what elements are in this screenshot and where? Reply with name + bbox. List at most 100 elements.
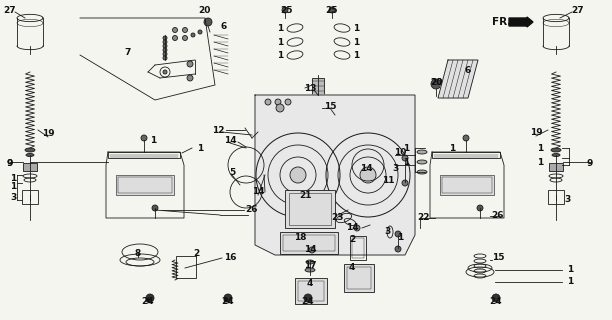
Circle shape	[187, 75, 193, 81]
Bar	[344, 264, 374, 292]
Text: 26: 26	[246, 205, 258, 214]
Text: 1: 1	[567, 277, 573, 286]
Circle shape	[182, 36, 187, 41]
Circle shape	[163, 40, 167, 44]
Text: 1: 1	[10, 181, 16, 190]
Bar	[312, 78, 324, 96]
Text: 24: 24	[222, 298, 234, 307]
Text: 16: 16	[224, 253, 236, 262]
Circle shape	[224, 294, 232, 302]
Ellipse shape	[354, 225, 360, 231]
Circle shape	[198, 30, 202, 34]
Ellipse shape	[417, 150, 427, 154]
Text: 25: 25	[326, 5, 338, 14]
Circle shape	[290, 167, 306, 183]
Text: 21: 21	[300, 191, 312, 201]
Text: 4: 4	[349, 263, 355, 273]
Circle shape	[146, 294, 154, 302]
FancyArrow shape	[509, 17, 533, 27]
Text: 14: 14	[304, 245, 316, 254]
Text: 1: 1	[403, 143, 409, 153]
Ellipse shape	[552, 154, 560, 156]
Circle shape	[224, 298, 228, 302]
Text: 27: 27	[4, 5, 17, 14]
Circle shape	[463, 135, 469, 141]
Text: 1: 1	[537, 157, 543, 166]
Circle shape	[329, 7, 335, 13]
Text: 1: 1	[537, 143, 543, 153]
Text: 20: 20	[198, 5, 210, 14]
Text: 6: 6	[221, 21, 227, 30]
Text: 1: 1	[449, 143, 455, 153]
Circle shape	[163, 52, 167, 56]
Circle shape	[276, 104, 284, 112]
Text: 13: 13	[304, 84, 316, 92]
Text: 3: 3	[10, 193, 16, 202]
Text: 1: 1	[353, 37, 359, 46]
Bar	[176, 256, 196, 278]
Circle shape	[187, 61, 193, 67]
Circle shape	[402, 155, 408, 161]
Bar	[116, 175, 174, 195]
Circle shape	[163, 36, 167, 40]
Text: 26: 26	[492, 212, 504, 220]
Text: 24: 24	[302, 298, 315, 307]
Text: 9: 9	[587, 158, 593, 167]
Text: 1: 1	[277, 51, 283, 60]
Bar	[548, 190, 564, 204]
Text: 22: 22	[418, 213, 430, 222]
Text: 14: 14	[252, 188, 264, 196]
Circle shape	[146, 298, 150, 302]
Ellipse shape	[417, 170, 427, 174]
Text: 18: 18	[294, 234, 306, 243]
Text: 1: 1	[10, 173, 16, 182]
Bar	[23, 163, 37, 171]
Circle shape	[182, 28, 187, 33]
Text: 1: 1	[277, 23, 283, 33]
Text: 3: 3	[385, 228, 391, 236]
Text: 1: 1	[197, 143, 203, 153]
Text: 19: 19	[530, 127, 542, 137]
Text: 3: 3	[393, 164, 399, 172]
Bar	[440, 175, 494, 195]
Bar	[298, 281, 324, 301]
Ellipse shape	[26, 154, 34, 156]
Text: 2: 2	[193, 250, 199, 259]
Text: 20: 20	[430, 77, 442, 86]
Text: 17: 17	[304, 261, 316, 270]
Bar	[347, 267, 371, 289]
Text: 23: 23	[332, 213, 344, 222]
Text: 10: 10	[394, 148, 406, 156]
Bar	[118, 177, 172, 193]
Bar	[280, 232, 338, 254]
Text: 4: 4	[307, 279, 313, 289]
Circle shape	[141, 135, 147, 141]
Circle shape	[163, 56, 167, 60]
Text: 7: 7	[125, 47, 131, 57]
Text: 5: 5	[229, 167, 235, 177]
Text: 1: 1	[277, 37, 283, 46]
Circle shape	[163, 44, 167, 48]
Ellipse shape	[309, 247, 315, 253]
Bar	[549, 163, 563, 171]
Text: 27: 27	[572, 5, 584, 14]
Circle shape	[173, 28, 177, 33]
Polygon shape	[255, 95, 415, 255]
Text: 25: 25	[281, 5, 293, 14]
Circle shape	[285, 99, 291, 105]
Text: 20: 20	[430, 77, 442, 86]
Text: 15: 15	[492, 253, 504, 262]
Circle shape	[163, 70, 167, 74]
Bar	[352, 238, 364, 258]
Circle shape	[275, 99, 281, 105]
Circle shape	[265, 99, 271, 105]
Bar	[325, 100, 335, 118]
Text: FR.: FR.	[492, 17, 512, 27]
Circle shape	[360, 167, 376, 183]
Text: 1: 1	[353, 51, 359, 60]
Text: 2: 2	[349, 236, 355, 244]
Text: 9: 9	[7, 158, 13, 167]
Circle shape	[173, 36, 177, 41]
Text: 1: 1	[150, 135, 156, 145]
Circle shape	[395, 231, 401, 237]
